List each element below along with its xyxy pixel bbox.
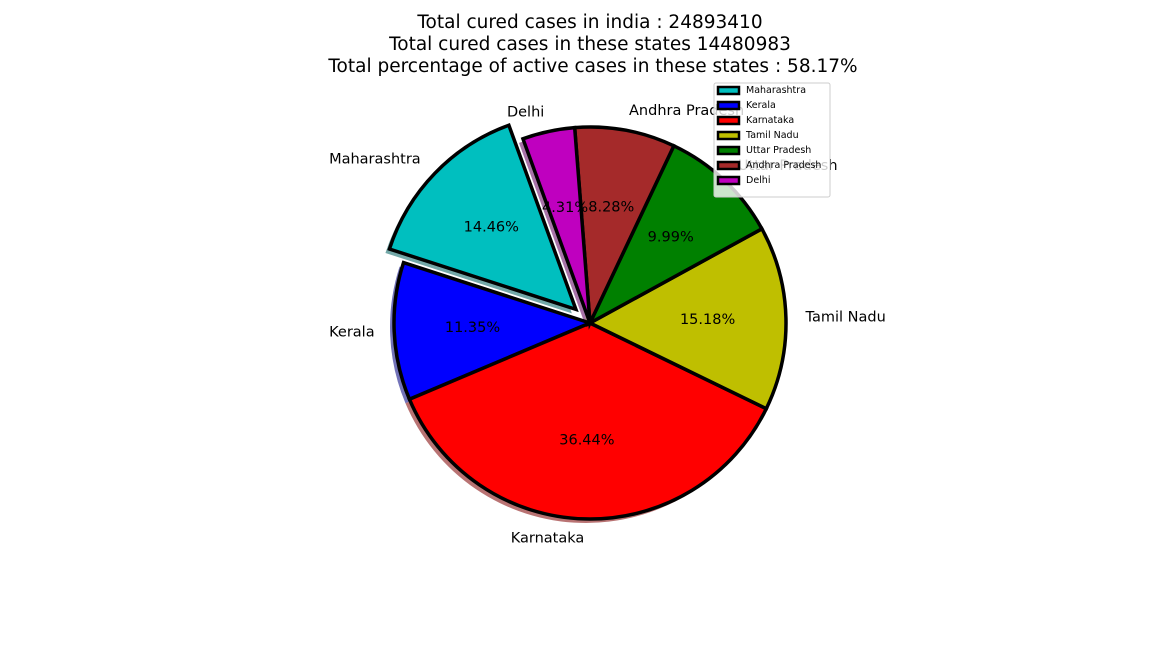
legend-swatch-delhi xyxy=(716,175,741,186)
pct-label-karnataka: 36.44% xyxy=(559,433,614,449)
legend-label-kerala: Kerala xyxy=(746,100,776,111)
slice-maharashtra xyxy=(387,122,579,313)
legend-swatch-andhra-pradesh xyxy=(716,160,741,171)
slice-label-maharashtra: Maharashtra xyxy=(329,152,421,168)
title-line-2: Total cured cases in these states 144809… xyxy=(388,34,791,55)
title-line-1: Total cured cases in india : 24893410 xyxy=(416,12,762,33)
legend-swatch-maharashtra xyxy=(716,85,741,96)
legend-label-tamil-nadu: Tamil Nadu xyxy=(745,130,799,141)
legend-swatch-tamil-nadu xyxy=(716,130,741,141)
legend-swatch-uttar-pradesh xyxy=(716,145,741,156)
legend-label-andhra-pradesh: Andhra Pradesh xyxy=(746,160,821,171)
legend-label-maharashtra: Maharashtra xyxy=(746,85,806,96)
slice-label-karnataka: Karnataka xyxy=(511,531,585,547)
pct-label-tamil-nadu: 15.18% xyxy=(680,312,735,328)
percentage-labels: 14.46% 11.35% 36.44% 15.18% 9.99% 8.28%4.31% xyxy=(445,199,735,448)
chart-title: Total cured cases in india : 24893410 To… xyxy=(327,12,857,77)
pct-label-maharashtra: 14.46% xyxy=(464,220,519,236)
pct-label-kerala: 11.35% xyxy=(445,320,500,336)
legend-swatch-karnataka xyxy=(716,115,741,126)
slice-label-kerala: Kerala xyxy=(329,324,374,340)
slice-kerala xyxy=(392,260,596,402)
legend-swatch-kerala xyxy=(716,100,741,111)
legend-label-delhi: Delhi xyxy=(746,175,770,186)
legend: Maharashtra Kerala Karnataka Tamil Nadu Utta… xyxy=(713,82,831,198)
slice-karnataka xyxy=(407,321,769,521)
slice-delhi xyxy=(520,125,592,324)
slice-label-delhi: Delhi xyxy=(507,104,544,120)
legend-label-uttar-pradesh: Uttar Pradesh xyxy=(746,145,811,156)
slice-andhra-pradesh xyxy=(572,125,677,330)
legend-label-karnataka: Karnataka xyxy=(746,115,794,126)
slice-label-tamil-nadu: Tamil Nadu xyxy=(805,310,886,326)
slice-tamil-nadu xyxy=(586,226,788,412)
legend-frame xyxy=(713,82,831,198)
pct-label-andhra-pradesh: 8.28% xyxy=(588,199,634,215)
pct-label-delhi: 4.31% xyxy=(542,200,588,216)
title-line-3: Total percentage of active cases in thes… xyxy=(327,56,857,77)
pct-label-uttar-pradesh: 9.99% xyxy=(648,229,694,245)
